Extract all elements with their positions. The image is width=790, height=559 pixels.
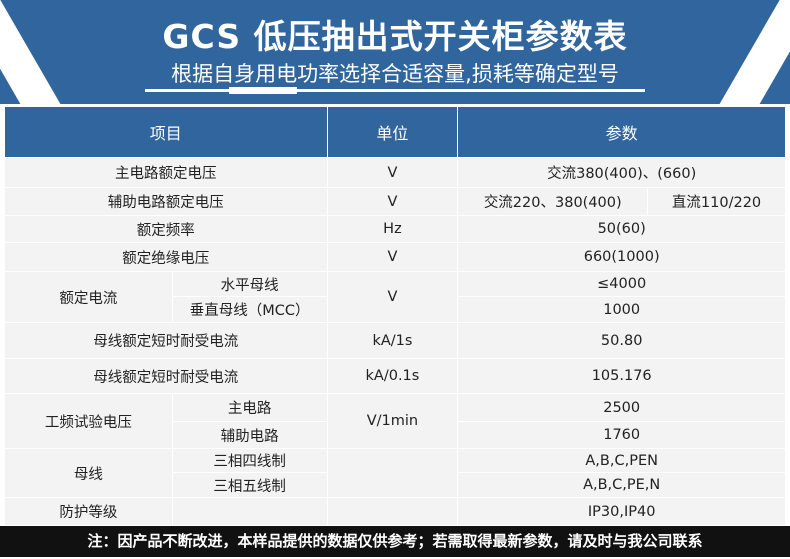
cell-unit: Hz	[326, 215, 459, 243]
cell-unit: V/1min	[326, 393, 459, 449]
cell-subitem: 三相五线制	[171, 472, 328, 498]
cell-subitem: 辅助电路	[171, 421, 328, 449]
cell-value: 2500	[457, 393, 786, 422]
cell-item: 母线额定短时耐受电流	[4, 358, 328, 394]
table-row: 母线额定短时耐受电流 kA/1s 50.80	[4, 322, 786, 359]
cell-value: 1000	[457, 296, 786, 323]
cell-value: 50.80	[457, 322, 786, 359]
table-row: 防护等级 IP30,IP40	[4, 497, 786, 526]
cell-item: 母线	[4, 448, 173, 498]
cell-unit: kA/0.1s	[326, 358, 459, 394]
divider-accent	[229, 87, 297, 94]
table-row: 辅助电路额定电压 V 交流220、380(400) 直流110/220	[4, 187, 786, 216]
cell-item: 额定频率	[4, 215, 328, 243]
cell-item: 额定绝缘电压	[4, 242, 328, 272]
footer-note: 注：因产品不断改进，本样品提供的数据仅供参考；若需取得最新参数，请及时与我公司联…	[0, 526, 790, 557]
cell-value-ac: 交流220、380(400)	[457, 187, 649, 216]
cell-item: 辅助电路额定电压	[4, 187, 328, 216]
cell-item: 母线额定短时耐受电流	[4, 322, 328, 359]
cell-value: ≤4000	[457, 271, 786, 297]
cell-subitem: 主电路	[171, 393, 328, 422]
table-row: 母线额定短时耐受电流 kA/0.1s 105.176	[4, 358, 786, 394]
cell-value: A,B,C,PEN	[457, 448, 786, 473]
cell-unit: V	[326, 157, 459, 188]
cell-subitem	[171, 497, 328, 526]
cell-unit	[326, 448, 459, 498]
table-row: 母线 三相四线制 A,B,C,PEN	[4, 448, 786, 498]
page-title: GCS 低压抽出式开关柜参数表	[162, 17, 628, 56]
cell-item: 额定电流	[4, 271, 173, 323]
col-header-unit: 单位	[326, 106, 459, 158]
cell-unit: V	[326, 271, 459, 323]
cell-value: A,B,C,PE,N	[457, 472, 786, 498]
cell-subitem: 三相四线制	[171, 448, 328, 473]
col-header-item: 项目	[4, 106, 328, 158]
table-row: 主电路额定电压 V 交流380(400)、(660)	[4, 157, 786, 188]
cell-value: 1760	[457, 421, 786, 449]
cell-item: 防护等级	[4, 497, 173, 526]
header-banner: GCS 低压抽出式开关柜参数表 根据自身用电功率选择合适容量,损耗等确定型号	[0, 0, 790, 104]
cell-unit: V	[326, 242, 459, 272]
table-row: 垂直母线（MCC） 1000	[5, 296, 786, 323]
table-row: 额定电流 水平母线 V ≤4000	[4, 271, 786, 323]
table-row: 三相五线制 A,B,C,PE,N	[5, 472, 786, 498]
table-row: 额定频率 Hz 50(60)	[4, 215, 786, 243]
cell-value: IP30,IP40	[457, 497, 786, 526]
table-header: 项目 单位 参数	[4, 106, 786, 158]
divider	[145, 89, 645, 92]
cell-value: 50(60)	[457, 215, 786, 243]
parameter-table: 项目 单位 参数 主电路额定电压 V 交流380(400)、(660) 辅助电路…	[4, 106, 786, 526]
cell-value-dc: 直流110/220	[647, 187, 786, 216]
cell-item: 工频试验电压	[4, 393, 173, 449]
cell-subitem: 水平母线	[171, 271, 328, 297]
page-subtitle: 根据自身用电功率选择合适容量,损耗等确定型号	[171, 62, 619, 86]
cell-value: 660(1000)	[457, 242, 786, 272]
table-row: 额定绝缘电压 V 660(1000)	[4, 242, 786, 272]
cell-value: 105.176	[457, 358, 786, 394]
cell-item: 主电路额定电压	[4, 157, 328, 188]
cell-subitem: 垂直母线（MCC）	[171, 296, 328, 323]
table-row: 工频试验电压 主电路 V/1min 2500	[4, 393, 786, 449]
cell-unit	[326, 497, 459, 526]
col-header-value: 参数	[457, 106, 786, 158]
table-row: 辅助电路 1760	[5, 421, 786, 449]
cell-unit: V	[326, 187, 459, 216]
cell-unit: kA/1s	[326, 322, 459, 359]
cell-value: 交流380(400)、(660)	[457, 157, 786, 188]
